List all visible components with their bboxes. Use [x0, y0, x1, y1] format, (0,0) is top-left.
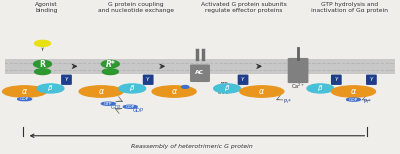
- Ellipse shape: [79, 86, 123, 97]
- Ellipse shape: [34, 69, 50, 75]
- FancyBboxPatch shape: [331, 75, 342, 85]
- Text: GTP hydrolysis and
inactivation of Gα protein: GTP hydrolysis and inactivation of Gα pr…: [311, 2, 388, 13]
- Ellipse shape: [102, 69, 118, 75]
- Text: GTP: GTP: [104, 102, 112, 106]
- Text: cAMP: cAMP: [218, 90, 231, 95]
- Text: Reassembly of heterotrimeric G protein: Reassembly of heterotrimeric G protein: [131, 144, 253, 149]
- Text: P$_i$*: P$_i$*: [283, 97, 292, 106]
- FancyBboxPatch shape: [143, 75, 154, 85]
- Text: Ca$^{2+}$: Ca$^{2+}$: [291, 81, 305, 91]
- Text: $\gamma$: $\gamma$: [240, 75, 246, 83]
- Text: $\beta$: $\beta$: [47, 83, 54, 93]
- Text: ATP: ATP: [220, 82, 228, 87]
- Ellipse shape: [101, 102, 115, 105]
- Text: GDP: GDP: [126, 105, 135, 109]
- Circle shape: [34, 40, 50, 47]
- Text: Agonist
binding: Agonist binding: [35, 2, 58, 13]
- Ellipse shape: [34, 60, 52, 68]
- Ellipse shape: [119, 84, 146, 93]
- Text: $\alpha$: $\alpha$: [258, 87, 265, 96]
- Text: $\gamma$: $\gamma$: [369, 75, 374, 83]
- Circle shape: [182, 85, 189, 88]
- Ellipse shape: [37, 84, 64, 93]
- Text: GDP: GDP: [349, 98, 358, 102]
- Text: GDP: GDP: [133, 108, 144, 113]
- Text: GTP: GTP: [111, 105, 122, 110]
- Text: $\alpha$: $\alpha$: [170, 87, 178, 96]
- Ellipse shape: [101, 60, 119, 68]
- Ellipse shape: [332, 86, 376, 97]
- Text: $\alpha$: $\alpha$: [350, 87, 357, 96]
- Ellipse shape: [123, 105, 137, 108]
- Ellipse shape: [214, 84, 240, 93]
- Ellipse shape: [18, 98, 32, 101]
- Text: P$_i$*: P$_i$*: [363, 97, 372, 106]
- Text: $\alpha$: $\alpha$: [21, 87, 28, 96]
- FancyBboxPatch shape: [190, 65, 210, 82]
- Text: $\gamma$: $\gamma$: [64, 75, 69, 83]
- Text: $\beta$: $\beta$: [129, 83, 136, 93]
- Ellipse shape: [240, 86, 284, 97]
- Text: $\gamma$: $\gamma$: [334, 75, 339, 83]
- Ellipse shape: [346, 98, 360, 101]
- Text: $\beta$: $\beta$: [317, 83, 324, 93]
- Text: GDP: GDP: [20, 97, 29, 101]
- Text: G protein coupling
and nucleotide exchange: G protein coupling and nucleotide exchan…: [98, 2, 174, 13]
- Text: $\gamma$: $\gamma$: [146, 75, 151, 83]
- FancyBboxPatch shape: [61, 75, 72, 85]
- Text: Activated G protein subunits
regulate effector proteins: Activated G protein subunits regulate ef…: [201, 2, 287, 13]
- FancyBboxPatch shape: [366, 75, 377, 85]
- Text: $\alpha$: $\alpha$: [98, 87, 105, 96]
- Ellipse shape: [152, 86, 196, 97]
- FancyBboxPatch shape: [238, 75, 248, 85]
- FancyBboxPatch shape: [288, 58, 308, 83]
- Bar: [5, 59, 395, 74]
- Text: AC: AC: [196, 70, 204, 75]
- Ellipse shape: [307, 84, 334, 93]
- Ellipse shape: [3, 86, 47, 97]
- Text: R*: R*: [105, 60, 115, 69]
- Text: R: R: [40, 60, 46, 69]
- Text: $\beta$: $\beta$: [224, 83, 230, 93]
